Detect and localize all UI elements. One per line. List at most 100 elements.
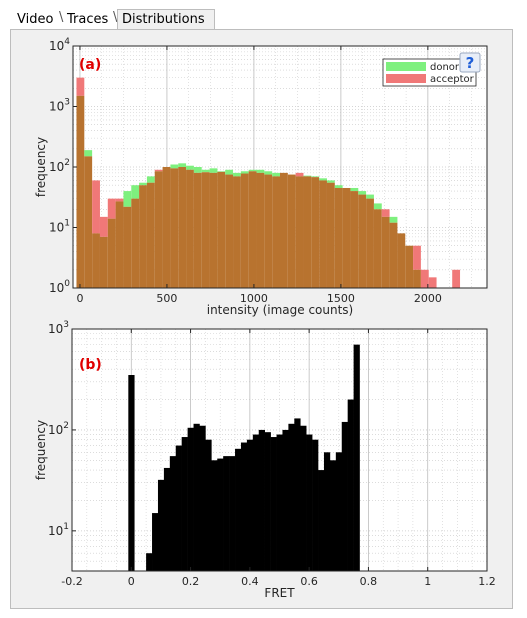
overlap-bar xyxy=(350,191,359,288)
overlap-bar xyxy=(373,209,382,288)
tab-video[interactable]: Video xyxy=(17,11,54,27)
y-axis-label: frequency xyxy=(34,137,48,197)
overlap-bar xyxy=(264,174,273,288)
axes-frame xyxy=(71,328,488,572)
acceptor-bar xyxy=(428,277,437,288)
donor-bar xyxy=(256,169,265,173)
acceptor-bar xyxy=(381,209,390,217)
overlap-bar xyxy=(389,222,398,288)
donor-bar xyxy=(272,172,280,177)
acceptor-bar xyxy=(76,77,85,96)
fret-bar xyxy=(341,421,348,571)
overlap-bar xyxy=(162,167,171,288)
overlap-bar xyxy=(146,182,155,288)
donor-bar xyxy=(201,169,210,173)
donor-bar xyxy=(146,176,155,183)
fret-bar xyxy=(199,425,206,571)
overlap-bar xyxy=(287,174,296,288)
overlap-bar xyxy=(84,156,93,288)
acceptor-bar xyxy=(92,180,100,234)
tab-distributions[interactable]: Distributions xyxy=(117,9,215,29)
overlap-bar xyxy=(209,172,218,288)
x-tick-label: 0.4 xyxy=(241,575,259,588)
fret-bar xyxy=(163,467,171,571)
donor-bar xyxy=(186,165,194,170)
fret-bar xyxy=(205,439,212,571)
help-button-frame[interactable] xyxy=(459,52,481,73)
x-tick-label: 0 xyxy=(128,575,135,588)
x-axis-label: FRET xyxy=(264,586,295,600)
acceptor-bar xyxy=(413,245,421,270)
donor-bar xyxy=(389,216,398,223)
overlap-bar xyxy=(233,176,241,288)
fret-bar xyxy=(318,470,325,571)
fret-bar xyxy=(181,437,188,571)
fret-bar xyxy=(252,434,260,571)
acceptor-bar xyxy=(295,172,304,177)
overlap-bar xyxy=(201,172,210,288)
overlap-bar xyxy=(272,176,280,288)
legend-swatch-donor xyxy=(386,62,426,71)
fret-bar xyxy=(306,434,313,571)
x-tick-label: 1500 xyxy=(327,292,355,305)
fret-bar xyxy=(235,448,242,571)
overlap-bar xyxy=(397,233,406,288)
fret-bar xyxy=(152,513,159,571)
donor-bar xyxy=(139,182,147,186)
x-tick-label: 0 xyxy=(76,292,83,305)
y-tick-label: 102 xyxy=(49,158,70,174)
fret-bar xyxy=(258,429,265,571)
x-tick-label: 500 xyxy=(156,292,177,305)
fret-bar xyxy=(282,429,289,571)
y-axis-label: frequency xyxy=(34,420,48,480)
fret-bar xyxy=(128,375,135,571)
fret-bar xyxy=(329,460,337,571)
fret-bar xyxy=(246,439,254,571)
panel-label: (b) xyxy=(79,357,102,373)
acceptor-bar xyxy=(154,169,163,172)
overlap-bar xyxy=(131,198,140,288)
panel-label: (a) xyxy=(79,57,101,73)
tab-separator: \ xyxy=(59,10,64,25)
donor-bar xyxy=(178,163,187,167)
y-tick-label: 104 xyxy=(49,37,70,53)
fret-bar xyxy=(187,427,194,571)
donor-bar xyxy=(373,203,382,210)
help-button[interactable]: ? xyxy=(459,52,481,73)
donor-bar xyxy=(131,185,140,199)
donor-bar xyxy=(303,175,312,177)
overlap-bar xyxy=(366,198,374,288)
fret-bar xyxy=(312,439,319,571)
donor-bar xyxy=(358,191,367,195)
donor-bar xyxy=(123,191,132,207)
fret-bar xyxy=(347,399,354,571)
x-tick-label: 1.2 xyxy=(478,575,496,588)
overlap-bar xyxy=(225,174,234,288)
overlap-bar xyxy=(92,233,100,288)
overlap-bar xyxy=(413,269,421,288)
fret-bar xyxy=(229,456,236,571)
overlap-bar xyxy=(154,171,163,288)
donor-bar xyxy=(326,180,335,183)
tab-traces[interactable]: Traces xyxy=(67,11,109,27)
donor-bar xyxy=(240,171,249,174)
overlap-bar xyxy=(358,194,367,288)
x-tick-label: 0.8 xyxy=(360,575,378,588)
fret-bar xyxy=(146,553,153,571)
fret-bar xyxy=(323,452,331,571)
overlap-bar xyxy=(303,176,312,288)
acceptor-bar xyxy=(452,269,461,288)
acceptor-bar xyxy=(99,216,108,237)
x-tick-label: 0.6 xyxy=(300,575,318,588)
y-tick-label: 100 xyxy=(49,279,70,295)
x-axis-label: intensity (image counts) xyxy=(207,303,354,317)
acceptor-bar xyxy=(107,198,116,219)
overlap-bar xyxy=(139,185,147,288)
overlap-bar xyxy=(295,176,304,288)
x-tick-label: 0.2 xyxy=(182,575,200,588)
donor-bar xyxy=(248,169,257,172)
fret-bar xyxy=(300,425,307,571)
y-tick-label: 101 xyxy=(49,219,70,235)
chart-fret: -0.2 0 0.2 0.4 0.6 0.8 1 1.2 101 102 103 FRET freque… xyxy=(34,320,496,600)
fret-bar xyxy=(157,479,165,571)
